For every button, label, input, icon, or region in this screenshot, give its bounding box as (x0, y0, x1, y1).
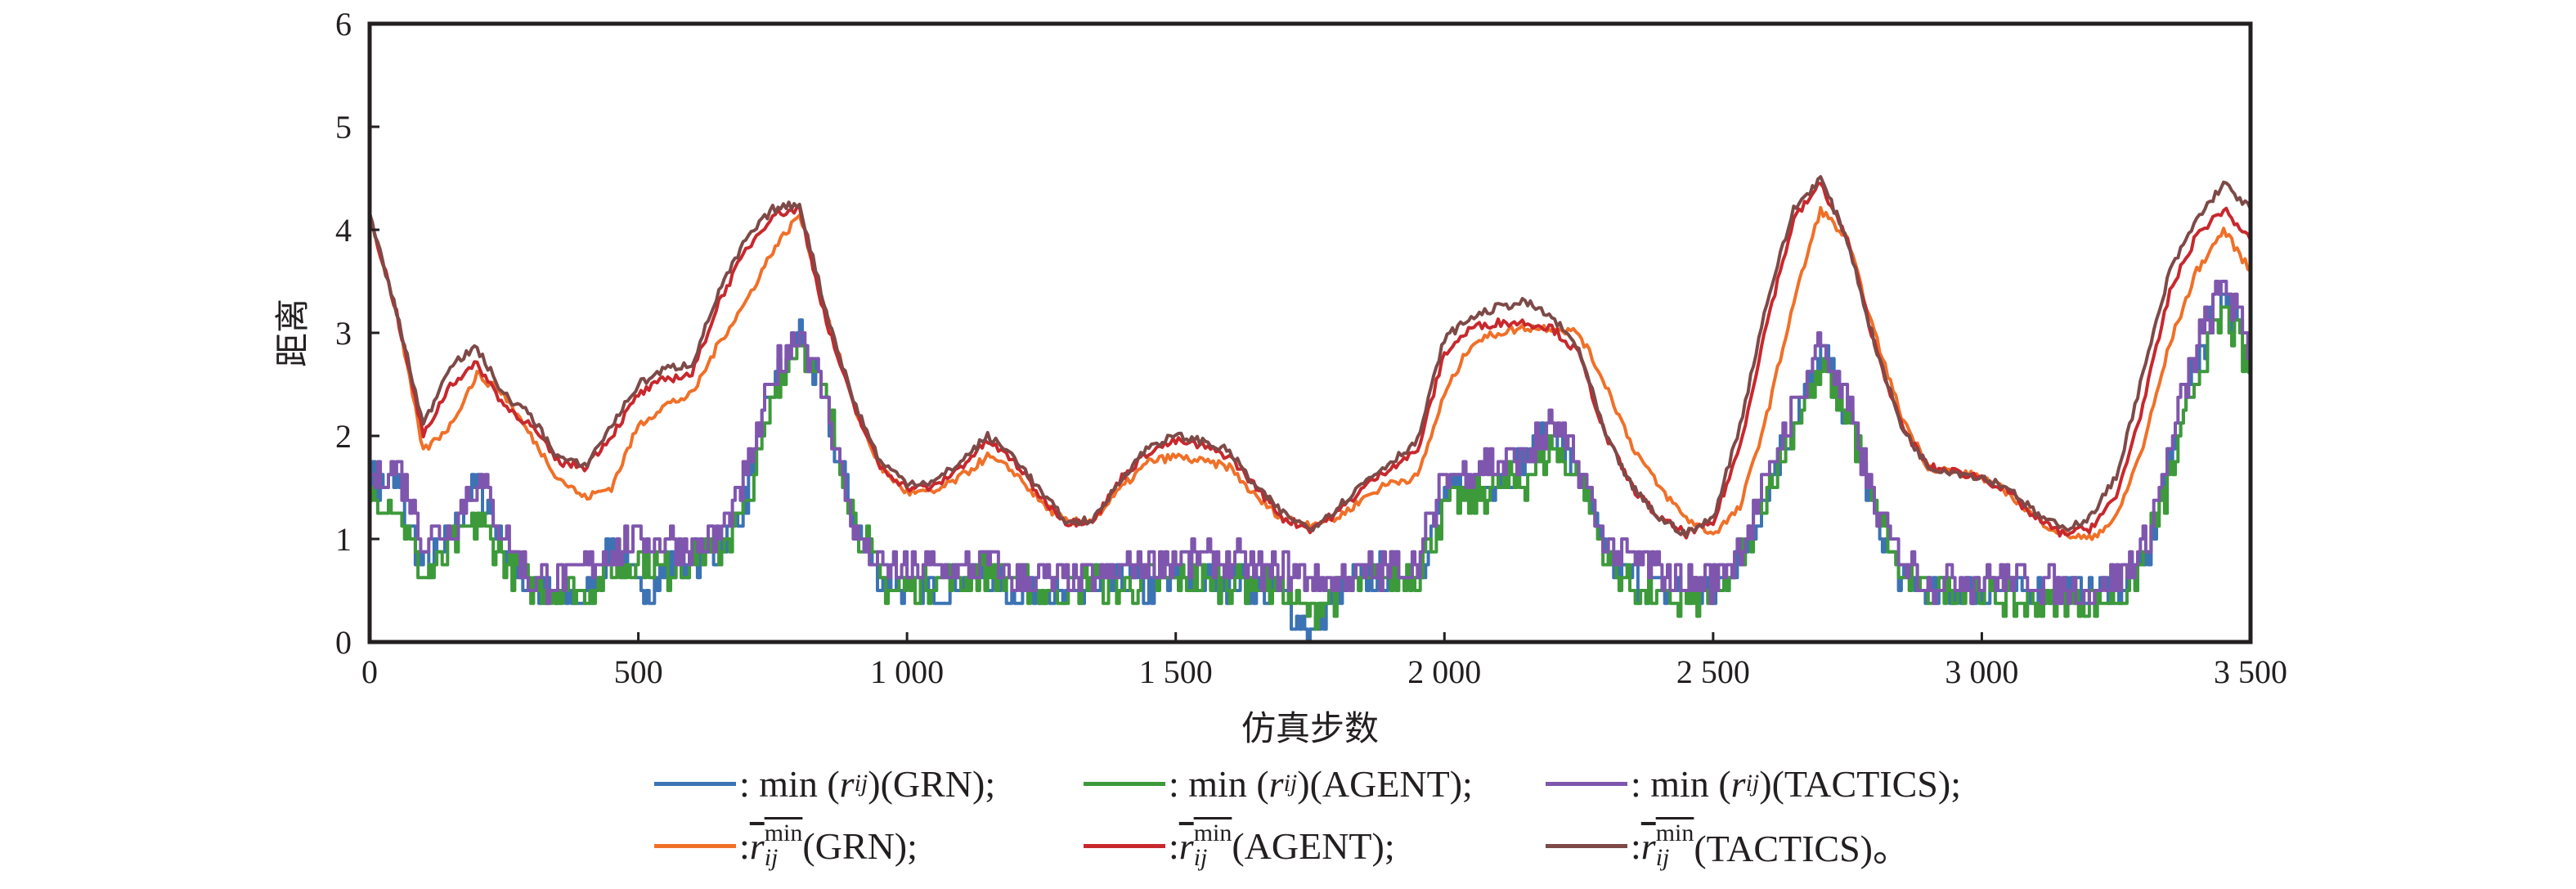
y-tick-label: 4 (335, 212, 352, 249)
legend-swatch (1546, 843, 1627, 848)
legend-item-mean-agent: : r min ij (AGENT); (1084, 821, 1546, 870)
y-axis-label: 距离 (272, 299, 312, 367)
legend-swatch (654, 843, 736, 848)
y-tick-label: 1 (335, 521, 352, 558)
legend-swatch (1084, 843, 1165, 848)
x-tick-label: 3 500 (2214, 653, 2287, 690)
y-tick-label: 2 (335, 418, 352, 455)
legend-sub: ij (854, 770, 868, 797)
y-tick-label: 5 (335, 109, 352, 146)
x-tick-label: 1 000 (870, 653, 944, 690)
line-chart: 0 500 1 000 1 500 2 000 2 500 3 000 3 500 0 1 2 3 4 5… (272, 6, 2287, 748)
x-tick-label: 500 (614, 653, 663, 690)
legend-item-mean-grn: : r min ij (GRN); (654, 821, 1084, 870)
x-tick-label: 0 (361, 653, 378, 690)
legend-swatch (654, 781, 736, 786)
series-layer (368, 175, 2252, 644)
legend-var: r (1730, 762, 1746, 805)
legend-item-min-agent: : min (r ij)(AGENT); (1084, 762, 1546, 806)
series-line-r-ij-min-bar-agent- (368, 182, 2252, 540)
legend-suffix: )(TACTICS); (1759, 762, 1961, 805)
legend: : min (r ij)(GRN); : min (r ij)(AGENT); : … (654, 752, 2126, 877)
x-tick-label: 1 500 (1139, 653, 1213, 690)
legend-script: min ij (765, 821, 803, 870)
legend-sub: ij (1745, 770, 1760, 797)
legend-suffix: (GRN); (802, 824, 918, 867)
y-tick-label: 0 (335, 624, 352, 661)
legend-var: r (1268, 762, 1284, 805)
legend-text: : (739, 824, 750, 867)
legend-var: r (839, 762, 855, 805)
legend-suffix: (AGENT); (1232, 824, 1395, 867)
legend-text: : (1631, 824, 1641, 867)
x-tick-label: 2 500 (1676, 653, 1750, 690)
ticks-layer: 0 500 1 000 1 500 2 000 2 500 3 000 3 500 0 1 2 3 4 5… (335, 6, 2287, 690)
series-line-r-ij-min-bar-tactics- (368, 175, 2252, 538)
legend-script: min ij (1194, 821, 1232, 870)
legend-row: : r min ij (GRN); : r min ij (AGENT); : r min ij… (654, 815, 2126, 877)
legend-swatch (1084, 781, 1165, 786)
legend-var: r (1640, 824, 1656, 867)
legend-row: : min (r ij)(GRN); : min (r ij)(AGENT); : … (654, 752, 2126, 815)
legend-sup: min (1193, 819, 1232, 846)
series-line-min-r-ij-tactics- (370, 280, 2252, 605)
legend-text: : min ( (1169, 762, 1269, 805)
legend-var: r (749, 824, 765, 867)
legend-text: : min ( (1631, 762, 1731, 805)
legend-text: : min ( (739, 762, 840, 805)
legend-item-min-tactics: : min (r ij)(TACTICS); (1546, 762, 2036, 806)
legend-text: : (1169, 824, 1179, 867)
plot-frame (367, 21, 2253, 644)
y-tick-label: 3 (335, 315, 352, 352)
legend-suffix: (TACTICS)。 (1694, 828, 1910, 869)
legend-sub: ij (1283, 770, 1298, 797)
legend-item-mean-tactics: : r min ij (TACTICS)。 (1546, 819, 2036, 873)
legend-suffix: )(AGENT); (1297, 762, 1473, 805)
legend-sub: ij (1193, 844, 1208, 871)
legend-suffix: )(GRN); (868, 762, 996, 805)
x-tick-label: 3 000 (1945, 653, 2018, 690)
legend-swatch (1546, 781, 1627, 786)
legend-script: min ij (1656, 821, 1694, 870)
y-tick-label: 6 (335, 6, 352, 43)
legend-item-min-grn: : min (r ij)(GRN); (654, 762, 1084, 806)
legend-var: r (1178, 824, 1194, 867)
legend-sub: ij (764, 844, 779, 871)
x-axis-label: 仿真步数 (1241, 708, 1379, 748)
legend-sub: ij (1655, 844, 1670, 871)
series-line-r-ij-min-bar-grn- (368, 205, 2252, 541)
legend-sup: min (764, 819, 803, 846)
legend-sup: min (1655, 819, 1694, 846)
x-tick-label: 2 000 (1407, 653, 1481, 690)
